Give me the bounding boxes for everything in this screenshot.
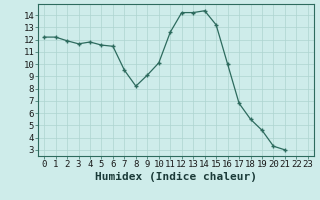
X-axis label: Humidex (Indice chaleur): Humidex (Indice chaleur) <box>95 172 257 182</box>
